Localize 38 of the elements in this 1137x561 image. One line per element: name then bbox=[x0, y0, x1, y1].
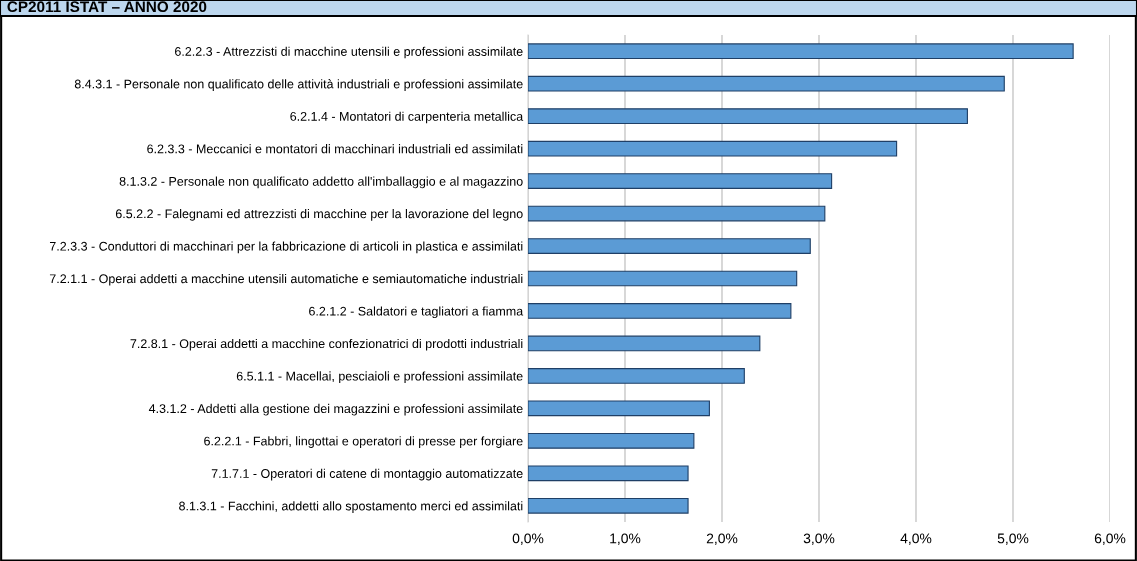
y-tick-label: 6.2.2.3 - Attrezzisti di macchine utensili e professioni assimilate bbox=[175, 46, 523, 59]
bar bbox=[528, 238, 811, 254]
bar bbox=[528, 303, 792, 319]
bar bbox=[528, 173, 833, 189]
text: CP2011 ISTAT – ANNO 2020 bbox=[7, 1, 207, 13]
x-tick-label: 2,0% bbox=[706, 533, 738, 545]
bar bbox=[528, 270, 798, 287]
x-tick-label: 0,0% bbox=[512, 533, 544, 545]
x-tick-label: 6,0% bbox=[1094, 533, 1126, 545]
bar bbox=[528, 43, 1074, 60]
y-tick-label: 4.3.1.2 - Addetti alla gestione dei magazzini e professioni assimilate bbox=[148, 403, 523, 416]
bar bbox=[528, 400, 710, 417]
bar bbox=[528, 108, 968, 125]
y-tick-label: 7.2.3.3 - Conduttori di macchinari per la fabbricazione di articoli in plastica e assimilati bbox=[49, 241, 523, 254]
y-tick-label: 6.2.1.2 - Saldatori e tagliatori a fiamma bbox=[309, 306, 524, 319]
x-tick-label: 3,0% bbox=[803, 533, 835, 545]
bar bbox=[528, 465, 689, 482]
bar bbox=[528, 432, 695, 449]
y-tick-label: 6.2.2.1 - Fabbri, lingottai e operatori di presse per forgiare bbox=[204, 436, 523, 448]
x-tick-label: 5,0% bbox=[997, 533, 1029, 545]
y-tick-label: 7.2.1.1 - Operai addetti a macchine utensili automatiche e semiautomatiche industriali bbox=[49, 273, 523, 286]
bar bbox=[528, 497, 689, 514]
bar bbox=[528, 368, 745, 384]
x-tick-label: 4,0% bbox=[900, 533, 932, 545]
y-tick-label: 7.2.8.1 - Operai addetti a macchine confezionatrici di prodotti industriali bbox=[130, 338, 523, 351]
bar bbox=[528, 140, 898, 157]
y-tick-label: 6.5.2.2 - Falegnami ed attrezzisti di macchine per la lavorazione del legno bbox=[115, 209, 523, 221]
bar bbox=[528, 335, 761, 352]
y-tick-label: 7.1.7.1 - Operatori di catene di montaggio automatizzate bbox=[211, 468, 523, 481]
bar bbox=[528, 75, 1005, 92]
x-tick-label: 1,0% bbox=[610, 533, 641, 545]
y-tick-label: 8.1.3.2 - Personale non qualificato addetto all'imballaggio e al magazzino bbox=[119, 176, 523, 189]
y-tick-label: 6.2.3.3 - Meccanici e montatori di macchinari industriali ed assimilati bbox=[147, 144, 523, 154]
y-tick-label: 6.2.1.4 - Montatori di carpenteria metallica bbox=[290, 111, 524, 124]
y-tick-label: 8.4.3.1 - Personale non qualificato delle attività industriali e professioni assimilate bbox=[74, 79, 523, 91]
bar bbox=[528, 205, 826, 222]
y-tick-label: 8.1.3.1 - Facchini, addetti allo spostamento merci ed assimilati bbox=[179, 501, 523, 513]
y-tick-label: 6.5.1.1 - Macellai, pesciaioli e professioni assimilate bbox=[236, 371, 523, 384]
